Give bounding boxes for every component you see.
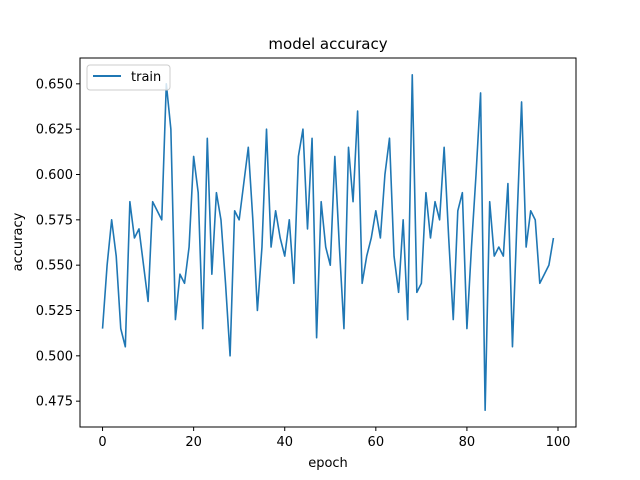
y-axis-label: accuracy — [11, 212, 26, 271]
y-tick-label: 0.475 — [36, 395, 73, 410]
x-tick-label: 0 — [98, 435, 106, 450]
y-tick-label: 0.525 — [36, 304, 73, 319]
legend-label-train: train — [131, 70, 161, 85]
x-tick-label: 20 — [185, 435, 202, 450]
y-tick-label: 0.650 — [36, 77, 73, 92]
series-layer — [101, 73, 555, 412]
x-tick-label: 60 — [368, 435, 385, 450]
x-tick-label: 80 — [459, 435, 476, 450]
y-tick-label: 0.575 — [36, 213, 73, 228]
series-line-train — [101, 73, 555, 412]
y-tick-label: 0.500 — [36, 349, 73, 364]
axes-frame — [79, 57, 577, 428]
y-tick-label: 0.550 — [36, 259, 73, 274]
legend-box — [86, 64, 171, 91]
y-axis: 0.475 0.500 0.525 0.550 0.575 0.600 0.625 0.650 — [36, 77, 80, 410]
x-tick-label: 100 — [546, 435, 571, 450]
x-axis-label: epoch — [308, 456, 348, 471]
y-tick-label: 0.625 — [36, 123, 73, 138]
legend: train — [86, 64, 171, 91]
y-tick-label: 0.600 — [36, 168, 73, 183]
x-axis: 0 20 40 60 80 100 — [98, 427, 570, 450]
chart-title: model accuracy — [268, 35, 387, 53]
x-tick-label: 40 — [276, 435, 293, 450]
